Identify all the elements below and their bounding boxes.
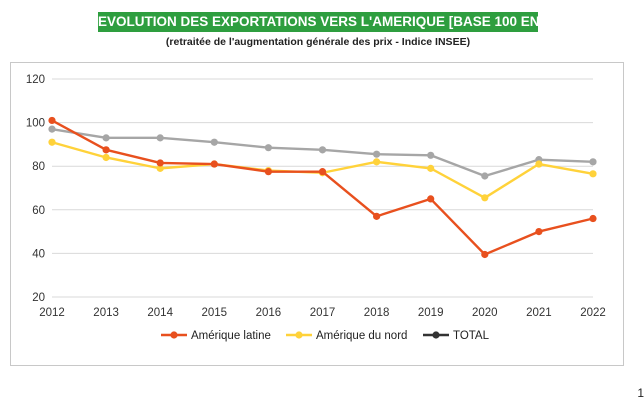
legend-marker	[432, 331, 440, 339]
chart-frame: 20 40 60 80 100 120 2012 2013 2014 2015 2016 2017 20…	[10, 62, 624, 366]
data-point	[156, 134, 164, 142]
x-tick-label: 2017	[310, 307, 336, 319]
data-point	[102, 146, 110, 154]
x-tick-label: 2014	[147, 307, 173, 319]
line-chart: 20 40 60 80 100 120 2012 2013 2014 2015 2016 2017 20…	[26, 74, 606, 342]
data-point	[48, 116, 56, 125]
data-point	[427, 195, 435, 203]
data-point	[264, 168, 272, 176]
data-point	[318, 146, 327, 154]
legend-marker	[295, 331, 303, 339]
y-tick-label: 60	[32, 205, 45, 217]
data-point	[102, 134, 110, 142]
series-line-0	[51, 119, 594, 256]
data-point	[102, 153, 110, 162]
data-point	[210, 160, 218, 168]
legend-marker	[170, 331, 178, 339]
data-point	[535, 228, 543, 236]
legend-label: TOTAL	[453, 330, 490, 342]
x-tick-label: 2018	[364, 307, 390, 319]
x-tick-label: 2020	[472, 307, 498, 319]
x-tick-label: 2021	[526, 307, 552, 319]
y-tick-label: 120	[26, 74, 45, 86]
y-tick-label: 80	[32, 161, 45, 173]
x-tick-label: 2015	[202, 307, 228, 319]
data-point	[373, 212, 381, 220]
data-point	[156, 164, 164, 172]
chart-subtitle: (retraitée de l'augmentation générale de…	[165, 36, 471, 48]
legend-label: Amérique latine	[191, 330, 271, 342]
y-tick-label: 100	[26, 118, 45, 130]
chart-title-banner: EVOLUTION DES EXPORTATIONS VERS L'AMERIQ…	[98, 12, 578, 32]
data-point	[481, 194, 489, 202]
data-point	[373, 150, 381, 158]
data-point	[48, 125, 56, 133]
legend-label: Amérique du nord	[316, 330, 407, 342]
x-tick-label: 2012	[39, 307, 65, 319]
data-point	[373, 158, 381, 166]
data-point	[48, 138, 56, 146]
data-point	[589, 158, 597, 166]
data-point	[481, 250, 489, 259]
x-tick-label: 2019	[418, 307, 444, 319]
data-point	[589, 214, 597, 223]
data-point	[264, 144, 272, 152]
page-number: 1	[637, 386, 644, 400]
data-point	[481, 172, 489, 180]
y-tick-label: 20	[32, 292, 45, 304]
x-tick-label: 2022	[580, 307, 606, 319]
data-point	[156, 159, 164, 167]
data-point	[589, 170, 597, 178]
data-point	[210, 138, 218, 146]
x-tick-label: 2016	[256, 307, 282, 319]
data-point	[318, 168, 327, 176]
data-point	[427, 151, 435, 159]
y-tick-label: 40	[32, 248, 45, 260]
data-point	[427, 164, 435, 172]
data-point	[535, 160, 543, 168]
x-tick-label: 2013	[93, 307, 119, 319]
